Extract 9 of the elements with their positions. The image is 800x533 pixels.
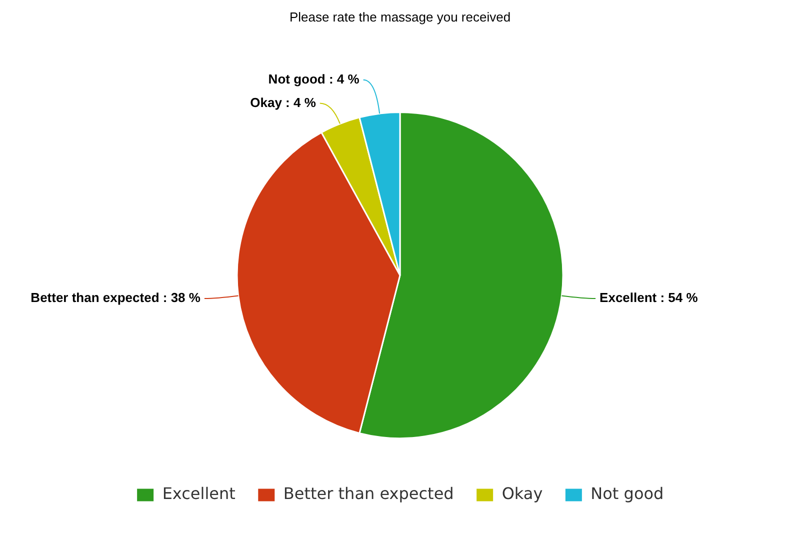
legend-label: Better than expected — [283, 484, 454, 504]
legend-label: Excellent — [162, 484, 236, 504]
legend-label: Not good — [590, 484, 664, 504]
data-label: Excellent : 54 % — [600, 290, 698, 306]
data-label: Not good : 4 % — [268, 71, 360, 86]
data-label: Okay : 4 % — [250, 94, 316, 110]
legend-label: Okay — [502, 484, 543, 504]
data-label: Better than expected : 38 % — [30, 290, 201, 306]
chart-title: Please rate the massage you received — [289, 9, 511, 24]
